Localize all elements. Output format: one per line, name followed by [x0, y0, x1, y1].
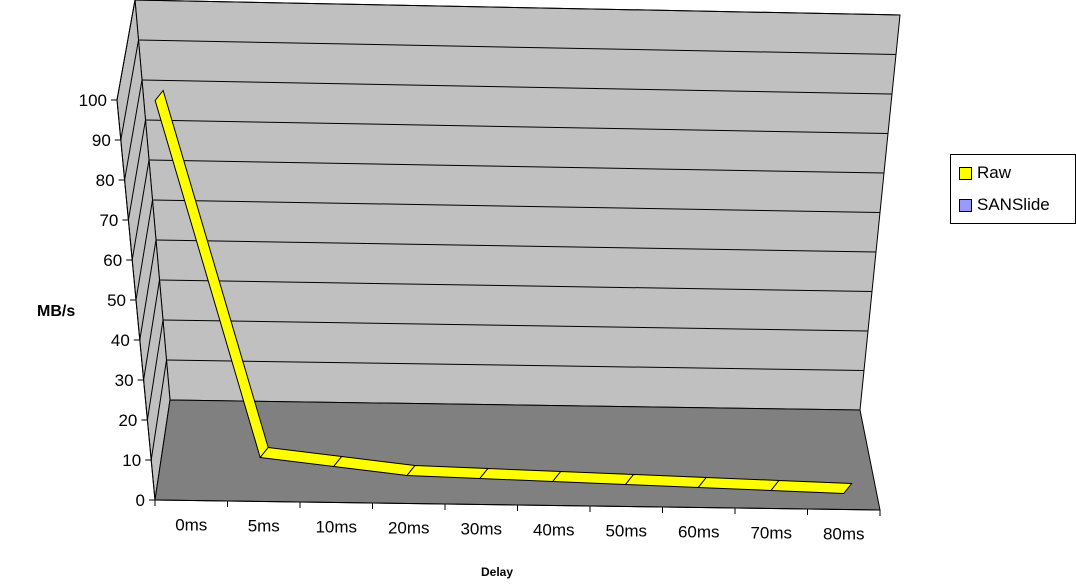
gridline-side — [131, 159, 150, 261]
x-axis-title: Delay — [481, 565, 513, 579]
gridline-back — [152, 199, 881, 213]
y-tick-label: 100 — [79, 91, 107, 110]
series-segment-raw — [769, 479, 853, 495]
gridline-back — [138, 39, 897, 55]
y-tick-label: 60 — [103, 251, 122, 270]
series-layer — [154, 89, 853, 495]
y-tick-label: 80 — [96, 171, 115, 190]
y-tick-label: 0 — [136, 491, 145, 510]
gridline-back — [134, 0, 901, 16]
gridline-side — [116, 0, 136, 101]
y-tick-label: 30 — [115, 371, 134, 390]
x-tick-label: 60ms — [678, 523, 720, 542]
x-tick-label: 30ms — [460, 520, 502, 539]
legend-swatch-sanslide — [959, 198, 972, 212]
y-tick-labels: 0 10 20 30 40 50 60 70 80 90 100 — [79, 91, 155, 510]
gridline-back — [162, 319, 869, 332]
x-tick-label: 40ms — [533, 521, 575, 540]
gridline-back — [166, 359, 865, 371]
y-tick-label: 10 — [122, 451, 141, 470]
y-tick-label: 50 — [107, 291, 126, 310]
gridline-back — [141, 79, 893, 95]
legend-item-sanslide: SANSlide — [959, 195, 1050, 215]
x-tick-label: 70ms — [750, 524, 792, 543]
x-tick-label: 10ms — [315, 518, 357, 537]
legend-label-sanslide: SANSlide — [977, 195, 1050, 214]
gridlines — [116, 0, 901, 461]
gridline-side — [139, 239, 157, 341]
gridline-side — [135, 199, 153, 301]
y-tick-label: 70 — [99, 211, 118, 230]
series-raw — [154, 89, 853, 495]
legend-item-raw: Raw — [959, 163, 1011, 183]
gridline-back — [145, 119, 889, 134]
gridline-side — [127, 119, 146, 221]
chart-back-wall — [134, 0, 901, 411]
chart-legend: Raw SANSlide — [950, 154, 1076, 224]
gridline-back — [159, 279, 873, 292]
gridline-back — [148, 159, 885, 174]
x-tick-label: 50ms — [605, 522, 647, 541]
x-tick-label: 80ms — [823, 525, 865, 544]
gridline-side — [150, 359, 167, 461]
legend-label-raw: Raw — [977, 163, 1012, 182]
gridline-side — [146, 319, 164, 421]
gridline-back — [155, 239, 877, 253]
gridline-side — [124, 79, 143, 181]
x-tick-label: 0ms — [175, 516, 207, 535]
y-tick-label: 40 — [111, 331, 130, 350]
x-tick-labels: 0ms 5ms 10ms 20ms 30ms 40ms 50ms 60ms 70ms 80ms — [154, 500, 881, 544]
y-tick-label: 20 — [118, 411, 137, 430]
y-axis-title: MB/s — [37, 303, 75, 320]
legend-swatch-raw — [959, 166, 972, 180]
x-tick-label: 20ms — [388, 519, 430, 538]
gridline-side — [120, 39, 139, 141]
x-tick-label: 5ms — [248, 517, 280, 536]
y-tick-label: 90 — [92, 131, 111, 150]
gridline-side — [143, 279, 160, 381]
